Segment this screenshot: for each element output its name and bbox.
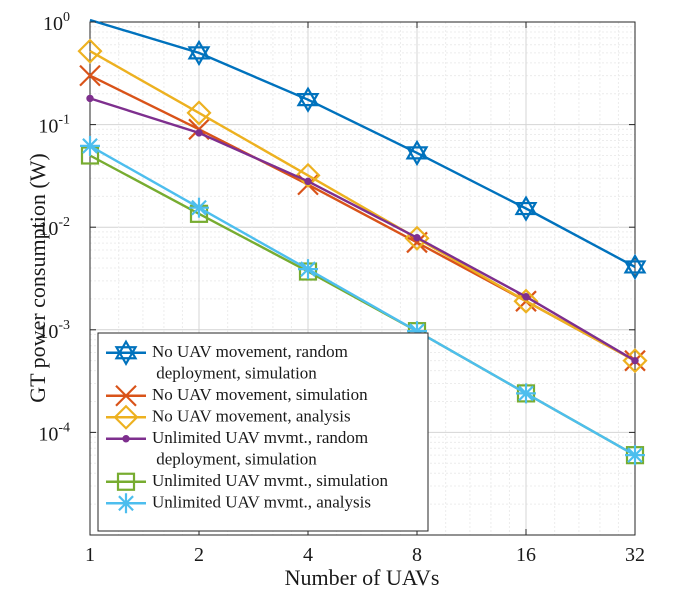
x-tick-label: 8 (412, 544, 422, 566)
data-point (623, 253, 647, 281)
legend-entry[interactable]: Unlimited UAV mvmt., random deployment, … (106, 428, 368, 469)
data-point (80, 135, 100, 156)
legend-entry[interactable]: No UAV movement, random deployment, simu… (106, 339, 348, 383)
data-point (295, 162, 321, 188)
legend-label: Unlimited UAV mvmt., analysis (152, 493, 371, 512)
data-point (298, 259, 318, 280)
legend-swatch-marker (116, 493, 136, 514)
legend-label: No UAV movement, analysis (152, 407, 351, 426)
legend-swatch-marker (116, 472, 136, 491)
x-tick-label: 1 (85, 544, 95, 566)
legend-label: No UAV movement, simulation (152, 385, 368, 404)
series-line (89, 144, 636, 457)
data-point (625, 445, 645, 466)
legend-label: No UAV movement, random deployment, simu… (152, 342, 348, 383)
legend-entry[interactable]: Unlimited UAV mvmt., simulation (106, 471, 388, 491)
data-point (514, 195, 538, 222)
data-point (513, 288, 539, 314)
series-line (89, 18, 636, 268)
data-series (77, 18, 648, 466)
legend-entry[interactable]: No UAV movement, analysis (106, 404, 351, 430)
legend-label: Unlimited UAV mvmt., simulation (152, 471, 388, 490)
x-axis: 1 2 4 8 16 32 (85, 22, 645, 566)
series-line (89, 50, 636, 362)
y-tick-label: 100 (43, 10, 70, 35)
legend-entry[interactable]: No UAV movement, simulation (106, 384, 368, 407)
data-point (516, 383, 536, 404)
data-point (413, 234, 421, 242)
data-point (522, 293, 530, 301)
series-1 (89, 18, 647, 281)
legend-swatch-marker (113, 404, 139, 430)
data-point (296, 86, 320, 113)
series-2 (79, 64, 646, 372)
legend-box (97, 332, 429, 532)
data-point (77, 38, 103, 64)
y-tick-label: 10-4 (38, 420, 70, 445)
series-6 (80, 135, 645, 466)
x-tick-label: 4 (303, 544, 313, 566)
y-axis-label: GT power consumption (W) (25, 153, 50, 403)
legend[interactable]: No UAV movement, random deployment, simu… (97, 332, 429, 532)
x-axis-label: Number of UAVs (285, 565, 440, 590)
data-point (405, 139, 429, 167)
legend-swatch-marker (122, 435, 130, 443)
x-tick-label: 16 (516, 544, 536, 566)
series-3 (77, 38, 648, 374)
legend-swatch-marker (114, 339, 138, 366)
legend-entry[interactable]: Unlimited UAV mvmt., analysis (106, 493, 371, 514)
y-tick-label: 10-1 (38, 113, 70, 138)
data-point (86, 94, 94, 103)
data-point (631, 356, 639, 365)
data-point (187, 39, 211, 67)
x-tick-label: 32 (625, 544, 645, 566)
legend-label: Unlimited UAV mvmt., random deployment, … (152, 428, 368, 469)
data-point (79, 64, 101, 87)
x-tick-label: 2 (194, 544, 204, 566)
legend-swatch-marker (115, 384, 137, 407)
series-line (89, 97, 636, 362)
data-point (189, 197, 209, 218)
data-point (195, 129, 203, 137)
series-line (89, 74, 636, 362)
data-point (186, 100, 212, 126)
data-point (304, 177, 312, 186)
series-4 (86, 94, 639, 365)
